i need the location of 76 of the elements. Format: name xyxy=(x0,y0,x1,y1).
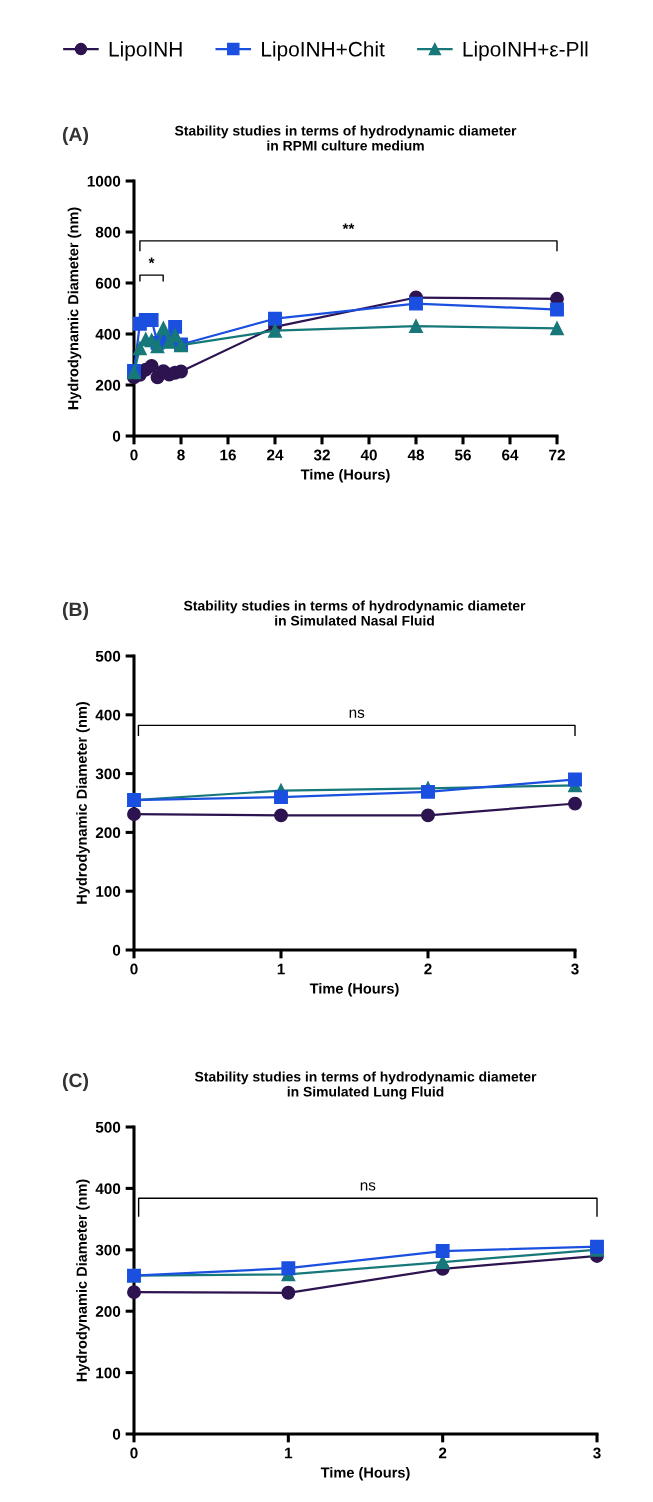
y-tick-label: 1000 xyxy=(87,175,121,187)
y-tick-label: 200 xyxy=(95,827,121,839)
y-tick-label: 500 xyxy=(95,1121,121,1133)
annotation: ns xyxy=(360,1182,376,1191)
point xyxy=(156,321,171,336)
x-tick-label: 1 xyxy=(277,963,285,975)
y-tick-label: 0 xyxy=(112,430,121,442)
x-tick-label: 8 xyxy=(177,449,185,461)
point xyxy=(268,323,282,338)
x-axis-title: Time (Hours) xyxy=(309,982,399,997)
x-tick-label: 3 xyxy=(593,1447,601,1459)
y-tick-label: 400 xyxy=(95,709,121,721)
x-tick-label: 24 xyxy=(267,449,284,461)
y-axis-title: Hydrodynamic Diameter (nm) xyxy=(76,1179,90,1382)
point xyxy=(281,1261,296,1276)
chart-title: Stability studies in terms of hydrodynamic diameter in Simulated Lung Fluid xyxy=(194,1071,537,1100)
y-tick-label: 100 xyxy=(96,886,121,897)
y-tick-label: 0 xyxy=(112,1428,121,1440)
y-tick-label: 400 xyxy=(95,328,121,340)
legend-label: LipoINH xyxy=(109,41,182,61)
y-tick-label: 300 xyxy=(95,768,121,780)
annotation: ns xyxy=(349,709,365,718)
point xyxy=(144,358,159,373)
legend-label: LipoINH+Chit xyxy=(262,41,385,61)
point xyxy=(550,321,564,336)
annotation: * xyxy=(148,257,155,264)
y-tick-label: 400 xyxy=(95,1183,121,1195)
x-tick-label: 16 xyxy=(220,449,236,461)
y-tick-label: 800 xyxy=(95,226,121,238)
point xyxy=(132,341,147,356)
point xyxy=(281,1285,296,1300)
x-tick-label: 2 xyxy=(424,963,432,975)
y-axis-title: Hydrodynamic Diameter (nm) xyxy=(76,702,90,904)
x-tick-label: 32 xyxy=(313,449,330,461)
point xyxy=(168,319,183,334)
y-tick-label: 500 xyxy=(95,650,121,662)
y-tick-label: 100 xyxy=(96,1367,121,1379)
x-tick-label: 0 xyxy=(130,1447,138,1459)
x-tick-label: 2 xyxy=(438,1447,447,1459)
point xyxy=(568,772,582,787)
chart-title: Stability studies in terms of hydrodynamic diameter in RPMI culture medium xyxy=(174,125,517,151)
x-tick-label: 1 xyxy=(285,1447,293,1459)
point xyxy=(421,808,435,823)
point xyxy=(550,302,564,317)
annotation: ** xyxy=(342,223,355,230)
y-tick-label: 300 xyxy=(95,1244,121,1256)
chart-title: Stability studies in terms of hydrodynamic diameter in Simulated Nasal Fluid xyxy=(183,600,526,626)
text: (A) xyxy=(62,126,89,146)
point xyxy=(409,319,423,334)
point xyxy=(127,1285,141,1300)
point xyxy=(268,311,282,326)
x-tick-label: 0 xyxy=(130,449,138,461)
point xyxy=(421,784,435,799)
x-axis-title: Time (Hours) xyxy=(300,468,390,483)
point xyxy=(274,790,288,805)
point xyxy=(409,296,423,311)
legend-label: LipoINH+ε-Pll xyxy=(463,41,588,61)
x-tick-label: 0 xyxy=(130,963,138,975)
x-tick-label: 48 xyxy=(407,449,425,461)
x-tick-label: 56 xyxy=(454,449,471,461)
point xyxy=(568,796,582,811)
x-tick-label: 3 xyxy=(571,963,579,975)
point xyxy=(435,1244,450,1258)
y-tick-label: 200 xyxy=(95,379,121,391)
y-tick-label: 0 xyxy=(112,944,121,956)
x-axis-title: Time (Hours) xyxy=(320,1466,410,1481)
x-tick-label: 64 xyxy=(502,449,519,461)
x-tick-label: 72 xyxy=(549,449,565,461)
point xyxy=(127,807,141,822)
point xyxy=(274,808,288,823)
x-tick-label: 40 xyxy=(360,449,377,461)
y-tick-label: 600 xyxy=(95,277,121,289)
text: (B) xyxy=(62,601,89,621)
y-tick-label: 200 xyxy=(95,1306,121,1317)
text: (C) xyxy=(62,1072,89,1092)
y-axis-title: Hydrodynamic Diameter (nm) xyxy=(67,207,82,410)
